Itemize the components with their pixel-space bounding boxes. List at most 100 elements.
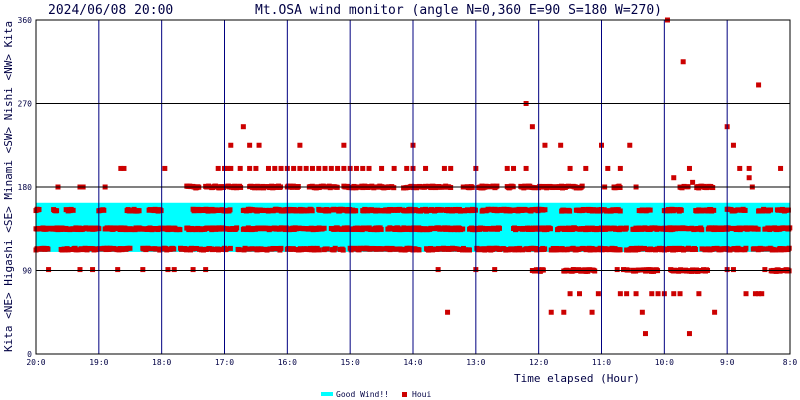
houi-point bbox=[778, 165, 784, 171]
houi-marker bbox=[524, 207, 530, 213]
houi-point bbox=[642, 331, 648, 337]
houi-point bbox=[165, 267, 171, 273]
houi-marker bbox=[153, 246, 159, 252]
houi-marker bbox=[576, 246, 582, 252]
grid-lines bbox=[36, 20, 790, 354]
houi-point bbox=[655, 291, 661, 297]
houi-marker bbox=[242, 245, 248, 251]
legend: Good Wind!! Houi bbox=[321, 390, 431, 399]
houi-point bbox=[671, 175, 677, 181]
houi-point bbox=[633, 291, 639, 297]
houi-point bbox=[746, 175, 752, 181]
houi-point bbox=[341, 142, 347, 148]
houi-marker bbox=[542, 207, 548, 213]
y-axis-label: Kita <NE> Higashi <SE> Minami <SW> Nishi… bbox=[2, 21, 15, 352]
houi-marker bbox=[751, 246, 757, 252]
houi-marker bbox=[217, 246, 223, 252]
houi-marker bbox=[34, 246, 40, 252]
houi-marker bbox=[316, 247, 322, 253]
x-axis-label: Time elapsed (Hour) bbox=[514, 372, 640, 385]
houi-point bbox=[435, 267, 441, 273]
x-tick-label: 9:0 bbox=[720, 358, 735, 367]
y-tick-label: 180 bbox=[18, 183, 33, 192]
houi-point bbox=[614, 267, 620, 273]
houi-point bbox=[696, 291, 702, 297]
houi-point bbox=[620, 267, 626, 273]
houi-marker bbox=[340, 247, 346, 253]
houi-marker bbox=[264, 247, 270, 253]
chart-timestamp: 2024/06/08 20:00 bbox=[48, 3, 173, 18]
houi-point bbox=[247, 165, 253, 171]
houi-marker bbox=[728, 246, 734, 252]
houi-point bbox=[752, 291, 758, 297]
houi-marker bbox=[735, 207, 741, 213]
houi-marker bbox=[309, 208, 315, 214]
houi-point bbox=[228, 142, 234, 148]
houi-marker bbox=[278, 245, 284, 251]
houi-marker bbox=[290, 246, 296, 252]
houi-point bbox=[240, 124, 246, 130]
houi-point bbox=[90, 267, 96, 273]
houi-point bbox=[448, 165, 454, 171]
houi-point bbox=[737, 165, 743, 171]
houi-point bbox=[589, 309, 595, 315]
houi-point bbox=[558, 142, 564, 148]
legend-houi-swatch bbox=[402, 392, 407, 397]
houi-marker bbox=[520, 247, 526, 253]
houi-marker bbox=[497, 246, 503, 252]
houi-marker bbox=[437, 246, 443, 252]
houi-marker bbox=[496, 225, 502, 231]
houi-marker bbox=[711, 207, 717, 213]
houi-point bbox=[77, 267, 83, 273]
x-tick-label: 10:0 bbox=[655, 358, 674, 367]
houi-marker bbox=[770, 246, 776, 252]
houi-marker bbox=[136, 208, 142, 214]
houi-marker bbox=[532, 185, 538, 191]
y-tick-label: 270 bbox=[18, 100, 33, 109]
houi-marker bbox=[547, 226, 553, 232]
x-tick-label: 18:0 bbox=[152, 358, 171, 367]
houi-point bbox=[561, 309, 567, 315]
houi-marker bbox=[678, 207, 684, 213]
houi-point bbox=[379, 165, 385, 171]
houi-point bbox=[46, 267, 52, 273]
houi-marker bbox=[146, 246, 152, 252]
houi-point bbox=[627, 142, 633, 148]
x-tick-label: 19:0 bbox=[89, 358, 108, 367]
houi-point bbox=[328, 165, 334, 171]
houi-point bbox=[341, 165, 347, 171]
houi-point bbox=[548, 309, 554, 315]
houi-marker bbox=[206, 183, 212, 189]
houi-point bbox=[228, 165, 234, 171]
houi-point bbox=[686, 165, 692, 171]
y-tick-label: 0 bbox=[27, 350, 32, 359]
houi-marker bbox=[423, 183, 429, 189]
houi-point bbox=[423, 165, 429, 171]
houi-point bbox=[686, 331, 692, 337]
houi-marker bbox=[75, 247, 81, 253]
legend-good-wind-swatch bbox=[321, 392, 333, 396]
houi-point bbox=[316, 165, 322, 171]
houi-marker bbox=[36, 206, 42, 212]
houi-marker bbox=[234, 225, 240, 231]
houi-marker bbox=[786, 245, 792, 251]
houi-marker bbox=[494, 183, 500, 189]
houi-marker bbox=[678, 267, 684, 273]
houi-marker bbox=[725, 225, 731, 231]
x-axis-ticks: 20:0 19:0 18:0 17:0 16:0 15:0 14:0 13:0 12:0 11:0… bbox=[26, 358, 797, 367]
houi-point bbox=[118, 165, 124, 171]
houi-marker bbox=[565, 183, 571, 189]
houi-marker bbox=[682, 246, 688, 252]
houi-marker bbox=[773, 247, 779, 253]
legend-good-wind-label: Good Wind!! bbox=[336, 390, 389, 399]
houi-point bbox=[297, 165, 303, 171]
houi-marker bbox=[485, 206, 491, 212]
houi-marker bbox=[217, 226, 223, 232]
houi-point bbox=[115, 267, 121, 273]
houi-marker bbox=[743, 245, 749, 251]
houi-marker bbox=[357, 245, 363, 251]
houi-point bbox=[743, 291, 749, 297]
y-tick-label: 90 bbox=[22, 267, 32, 276]
houi-marker bbox=[686, 246, 692, 252]
houi-marker bbox=[127, 245, 133, 251]
